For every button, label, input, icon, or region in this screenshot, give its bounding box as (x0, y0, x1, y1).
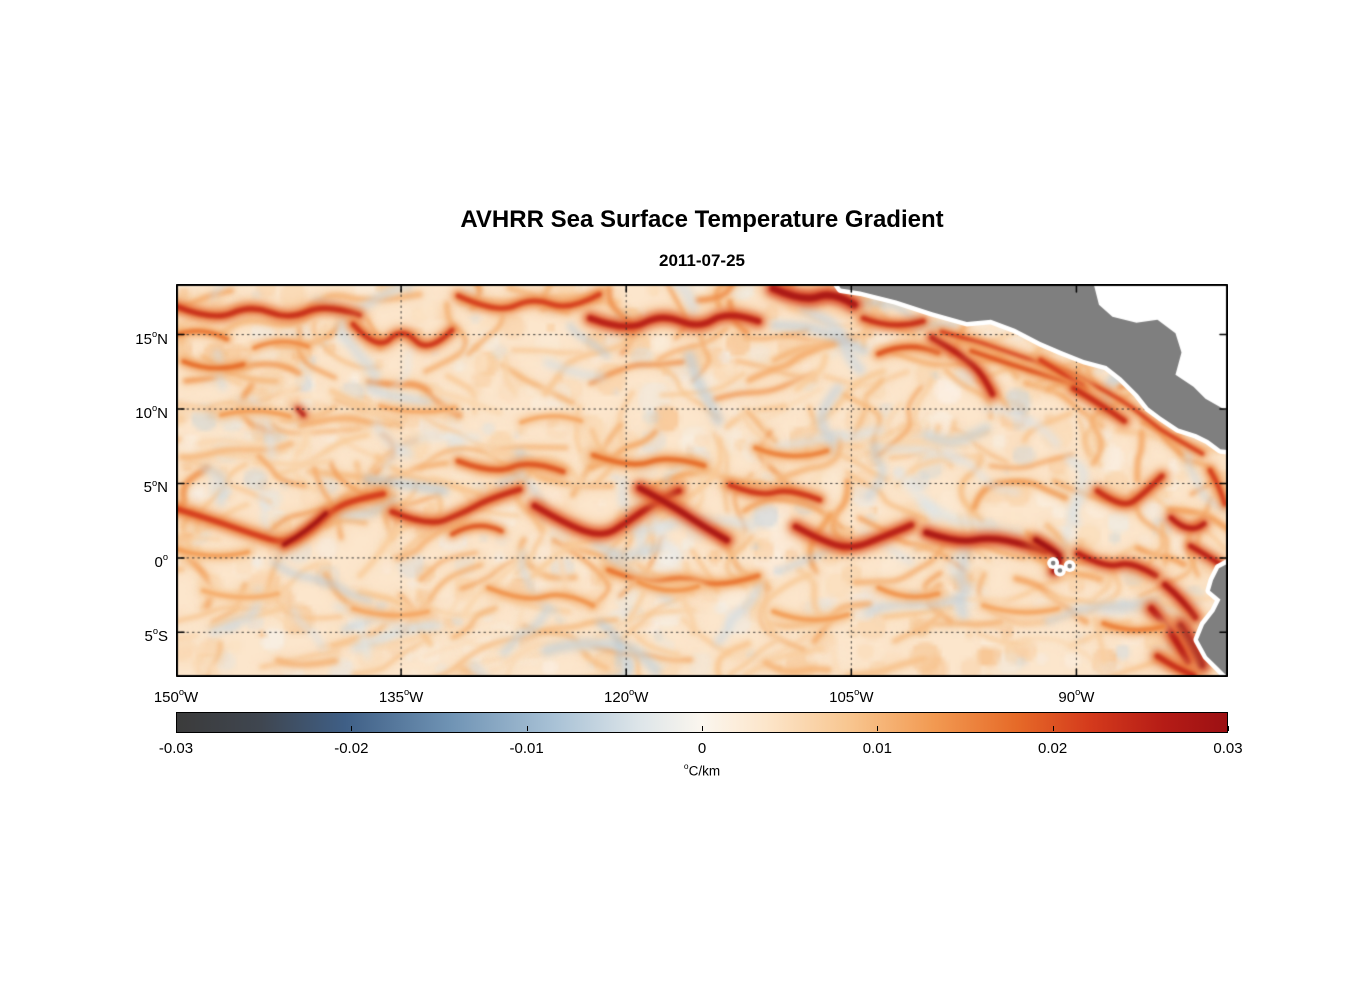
y-tick-label: 5oN (143, 477, 168, 497)
degree-marker: o (151, 477, 158, 488)
colorbar-tick-label: 0.03 (1213, 740, 1243, 757)
colorbar-tick-mark (351, 726, 353, 731)
map-plot (176, 284, 1228, 677)
y-tick-label: 5oS (144, 626, 168, 646)
degree-marker: o (151, 403, 158, 414)
y-tick-label: 15oN (135, 328, 168, 348)
colorbar-gradient (177, 713, 1227, 732)
degree-marker: o (1075, 687, 1081, 698)
colorbar-tick-mark (526, 726, 528, 731)
degree-marker: o (178, 687, 185, 698)
colorbar-unit-label: oC/km (176, 761, 1228, 779)
figure-subtitle: 2011-07-25 (658, 251, 746, 270)
colorbar-tick-label: -0.03 (158, 740, 194, 757)
x-tick-label: 150oW (153, 687, 199, 706)
colorbar-tick-label: -0.01 (509, 740, 544, 757)
x-tick-label: 135oW (378, 687, 424, 706)
colorbar-tick-mark (1228, 726, 1229, 731)
degree-marker: o (854, 687, 860, 698)
degree-marker: o (152, 626, 158, 637)
degree-marker: o (629, 687, 635, 698)
colorbar-tick-mark (1052, 726, 1054, 731)
x-tick-label: 90oW (1058, 687, 1095, 706)
colorbar-tick-mark (176, 726, 177, 731)
figure-title: AVHRR Sea Surface Temperature Gradient (460, 206, 944, 233)
degree-marker: o (151, 328, 158, 339)
degree-marker: o (162, 551, 168, 562)
y-tick-label: 10oN (135, 403, 168, 423)
degree-marker: o (683, 761, 689, 772)
x-tick-label: 120oW (604, 687, 649, 706)
colorbar-tick-mark (702, 726, 703, 731)
colorbar (176, 712, 1228, 733)
degree-marker: o (403, 687, 410, 698)
colorbar-tick-label: 0.02 (1038, 740, 1068, 757)
colorbar-tick-label: 0.01 (862, 740, 892, 757)
colorbar-tick-mark (877, 726, 879, 731)
colorbar-tick-label: -0.02 (334, 740, 369, 757)
y-tick-label: 0o (154, 551, 168, 571)
map-canvas (176, 284, 1228, 677)
x-tick-label: 105oW (829, 687, 874, 706)
colorbar-unit-text: C/km (688, 763, 721, 779)
colorbar-tick-label: 0 (697, 740, 707, 757)
